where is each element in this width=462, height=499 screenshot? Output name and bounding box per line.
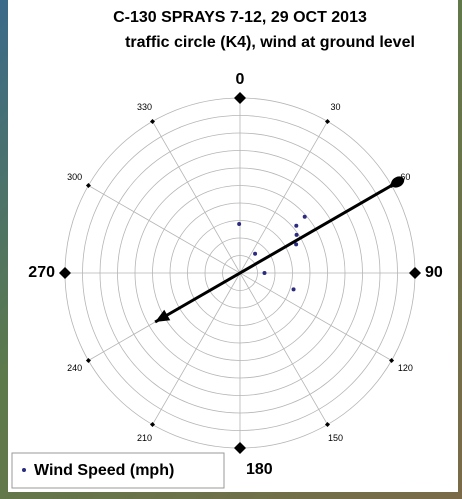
- wind-arrow-tail: [391, 176, 405, 188]
- legend-marker: [22, 468, 26, 472]
- point: [262, 271, 267, 275]
- tick-marker: [325, 118, 330, 124]
- wind-arrow: [154, 180, 399, 324]
- grid-spoke: [88, 185, 241, 274]
- theta-tick-label: 30: [330, 102, 340, 112]
- theta-tick-label: 300: [67, 172, 82, 182]
- point: [291, 287, 296, 292]
- chart-subtitle: traffic circle (K4), wind at ground leve…: [125, 34, 415, 51]
- tick-marker: [234, 442, 246, 454]
- tick-marker: [389, 358, 395, 363]
- legend-label: Wind Speed (mph): [34, 462, 174, 479]
- grid-spoke: [152, 272, 241, 425]
- theta-tick-label: 150: [328, 433, 343, 443]
- tick-marker: [150, 118, 155, 124]
- tick-marker: [234, 92, 246, 104]
- point: [294, 242, 299, 247]
- theta-tick-label: 120: [398, 363, 413, 373]
- grid-spoke: [239, 272, 328, 425]
- tick-marker: [325, 422, 330, 428]
- grid-spoke: [239, 121, 328, 274]
- point: [237, 222, 242, 227]
- panel: [8, 0, 458, 492]
- theta-tick-label: 180: [246, 461, 273, 478]
- point: [302, 214, 307, 219]
- grid-spoke: [152, 121, 241, 274]
- grid-spoke: [239, 272, 392, 361]
- theta-tick-label: 60: [400, 172, 410, 182]
- theta-tick-label: 240: [67, 363, 82, 373]
- theta-tick-label: 330: [137, 102, 152, 112]
- tick-marker: [59, 267, 71, 279]
- tick-marker: [85, 183, 91, 188]
- tick-marker: [150, 422, 155, 428]
- point: [294, 232, 299, 237]
- theta-tick-label: 270: [28, 264, 55, 281]
- wind-arrow-head: [155, 309, 171, 322]
- point: [294, 223, 299, 228]
- theta-tick-label: 0: [236, 71, 245, 88]
- chart-title: C-130 SPRAYS 7-12, 29 OCT 2013: [113, 9, 367, 26]
- tick-marker: [409, 267, 421, 279]
- tick-marker: [85, 358, 91, 363]
- legend-box: [11, 452, 225, 489]
- theta-tick-label: 210: [137, 433, 152, 443]
- point: [253, 251, 258, 256]
- theta-tick-label: 90: [425, 264, 443, 281]
